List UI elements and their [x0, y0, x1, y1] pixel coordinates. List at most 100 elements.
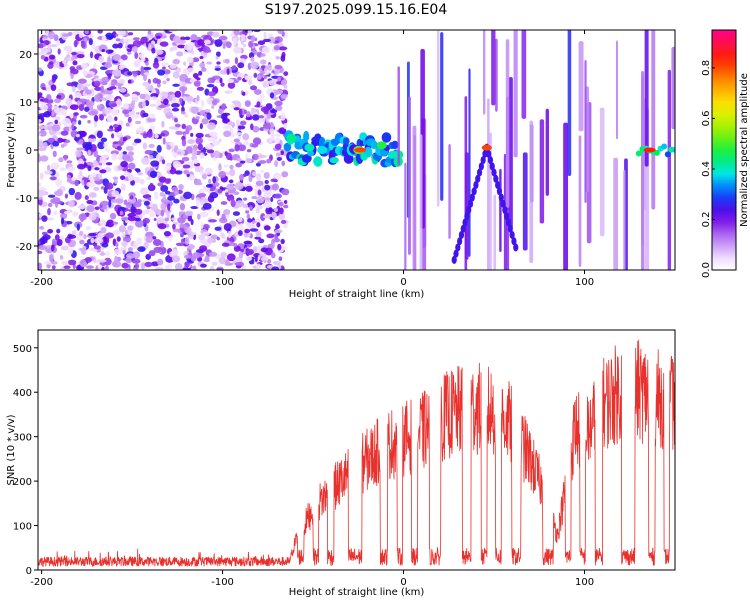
heatmap-blob [137, 199, 142, 203]
heatmap-blob [142, 217, 150, 224]
heatmap-blob [150, 160, 160, 167]
heatmap-blob [92, 159, 98, 167]
heatmap-blob [78, 98, 88, 103]
heatmap-blob [225, 259, 230, 266]
heatmap-blob [106, 219, 115, 228]
heatmap-blob [251, 220, 257, 224]
heatmap-blob [81, 130, 86, 138]
heatmap-blob [39, 226, 45, 230]
heatmap-blob [119, 210, 124, 216]
heatmap-blob [664, 151, 671, 158]
heatmap-blob [139, 93, 146, 99]
heatmap-blob [165, 209, 169, 216]
heatmap-blob [122, 248, 126, 255]
heatmap-blob [260, 106, 270, 113]
heatmap-blob [154, 49, 164, 55]
heatmap-blob [112, 43, 119, 49]
heatmap-blob [228, 196, 235, 201]
heatmap-blob [156, 35, 161, 39]
heatmap-blob [174, 123, 181, 128]
colorbar [711, 29, 737, 271]
heatmap-blob [105, 32, 114, 40]
heatmap-blob [263, 197, 271, 201]
heatmap-blob [240, 37, 246, 42]
heatmap-blob [88, 192, 97, 198]
heatmap-blob [172, 161, 182, 168]
heatmap-blob [47, 228, 54, 234]
heatmap-blob [268, 79, 277, 86]
heatmap-arc [478, 162, 484, 171]
heatmap-blob [38, 51, 45, 55]
heatmap-blob [90, 134, 95, 139]
heatmap-blob [203, 39, 211, 45]
heatmap-blob [183, 191, 193, 200]
heatmap-blob [72, 60, 78, 66]
heatmap-blob [227, 121, 235, 126]
heatmap-blob [148, 143, 155, 149]
heatmap-streak [545, 108, 549, 196]
heatmap-blob [223, 67, 227, 75]
heatmap-blob [210, 265, 215, 270]
heatmap-blob [255, 180, 264, 187]
heatmap-blob [255, 207, 260, 214]
heatmap-blob [183, 44, 193, 51]
heatmap-blob [254, 188, 258, 197]
heatmap-blob [237, 125, 246, 130]
heatmap-blob [243, 197, 248, 201]
heatmap-blob [257, 160, 267, 164]
heatmap-blob [120, 175, 126, 180]
heatmap-blob [304, 143, 315, 152]
heatmap-blob [184, 254, 192, 259]
heatmap-blob [271, 266, 280, 270]
heatmap-blob [121, 262, 129, 269]
heatmap-blob [186, 124, 193, 131]
heatmap-blob [128, 122, 133, 128]
snr-series-line [38, 339, 675, 568]
heatmap-blob [158, 104, 167, 109]
heatmap-blob [262, 38, 271, 43]
heatmap-streak [493, 194, 497, 270]
heatmap-blob [65, 97, 73, 106]
heatmap-blob [148, 250, 156, 257]
heatmap-blob [149, 113, 156, 119]
heatmap-blob [230, 104, 237, 109]
heatmap-blob [142, 100, 146, 108]
heatmap-blob [83, 158, 87, 162]
heatmap-blob [187, 67, 194, 72]
heatmap-blob [234, 57, 239, 65]
heatmap-blob [237, 217, 243, 223]
heatmap-blob [237, 76, 242, 81]
heatmap-blob [99, 114, 104, 121]
heatmap-blob [143, 200, 150, 206]
heatmap-blob [184, 237, 190, 245]
heatmap-blob [232, 37, 237, 45]
heatmap-blob [227, 78, 235, 84]
heatmap-blob [228, 179, 234, 184]
heatmap-blob [213, 150, 221, 159]
heatmap-blob [116, 145, 122, 151]
heatmap-blob [157, 223, 167, 230]
heatmap-blob [275, 137, 281, 144]
heatmap-blob [181, 123, 186, 130]
heatmap-blob [228, 148, 235, 153]
heatmap-blob [255, 263, 261, 270]
heatmap-blob [180, 36, 186, 41]
heatmap-blob [162, 137, 166, 145]
heatmap-blob [132, 243, 138, 250]
heatmap-blob [256, 51, 263, 58]
heatmap-blob [42, 86, 46, 91]
heatmap-blob [260, 59, 267, 65]
heatmap-blob [68, 200, 75, 208]
heatmap-blob [71, 123, 75, 130]
heatmap-blob [269, 121, 274, 130]
heatmap-blob [60, 144, 65, 148]
x-axis-title: Height of straight line (km) [289, 289, 425, 300]
heatmap-blob [250, 61, 260, 69]
heatmap-blob [49, 254, 54, 262]
heatmap-blob [223, 223, 232, 232]
colorbar-title: Normalized spectral amplitude [739, 73, 750, 227]
heatmap-blob [63, 265, 71, 270]
heatmap-blob [76, 223, 80, 231]
heatmap-blob [180, 233, 184, 238]
heatmap-blob [52, 140, 60, 147]
